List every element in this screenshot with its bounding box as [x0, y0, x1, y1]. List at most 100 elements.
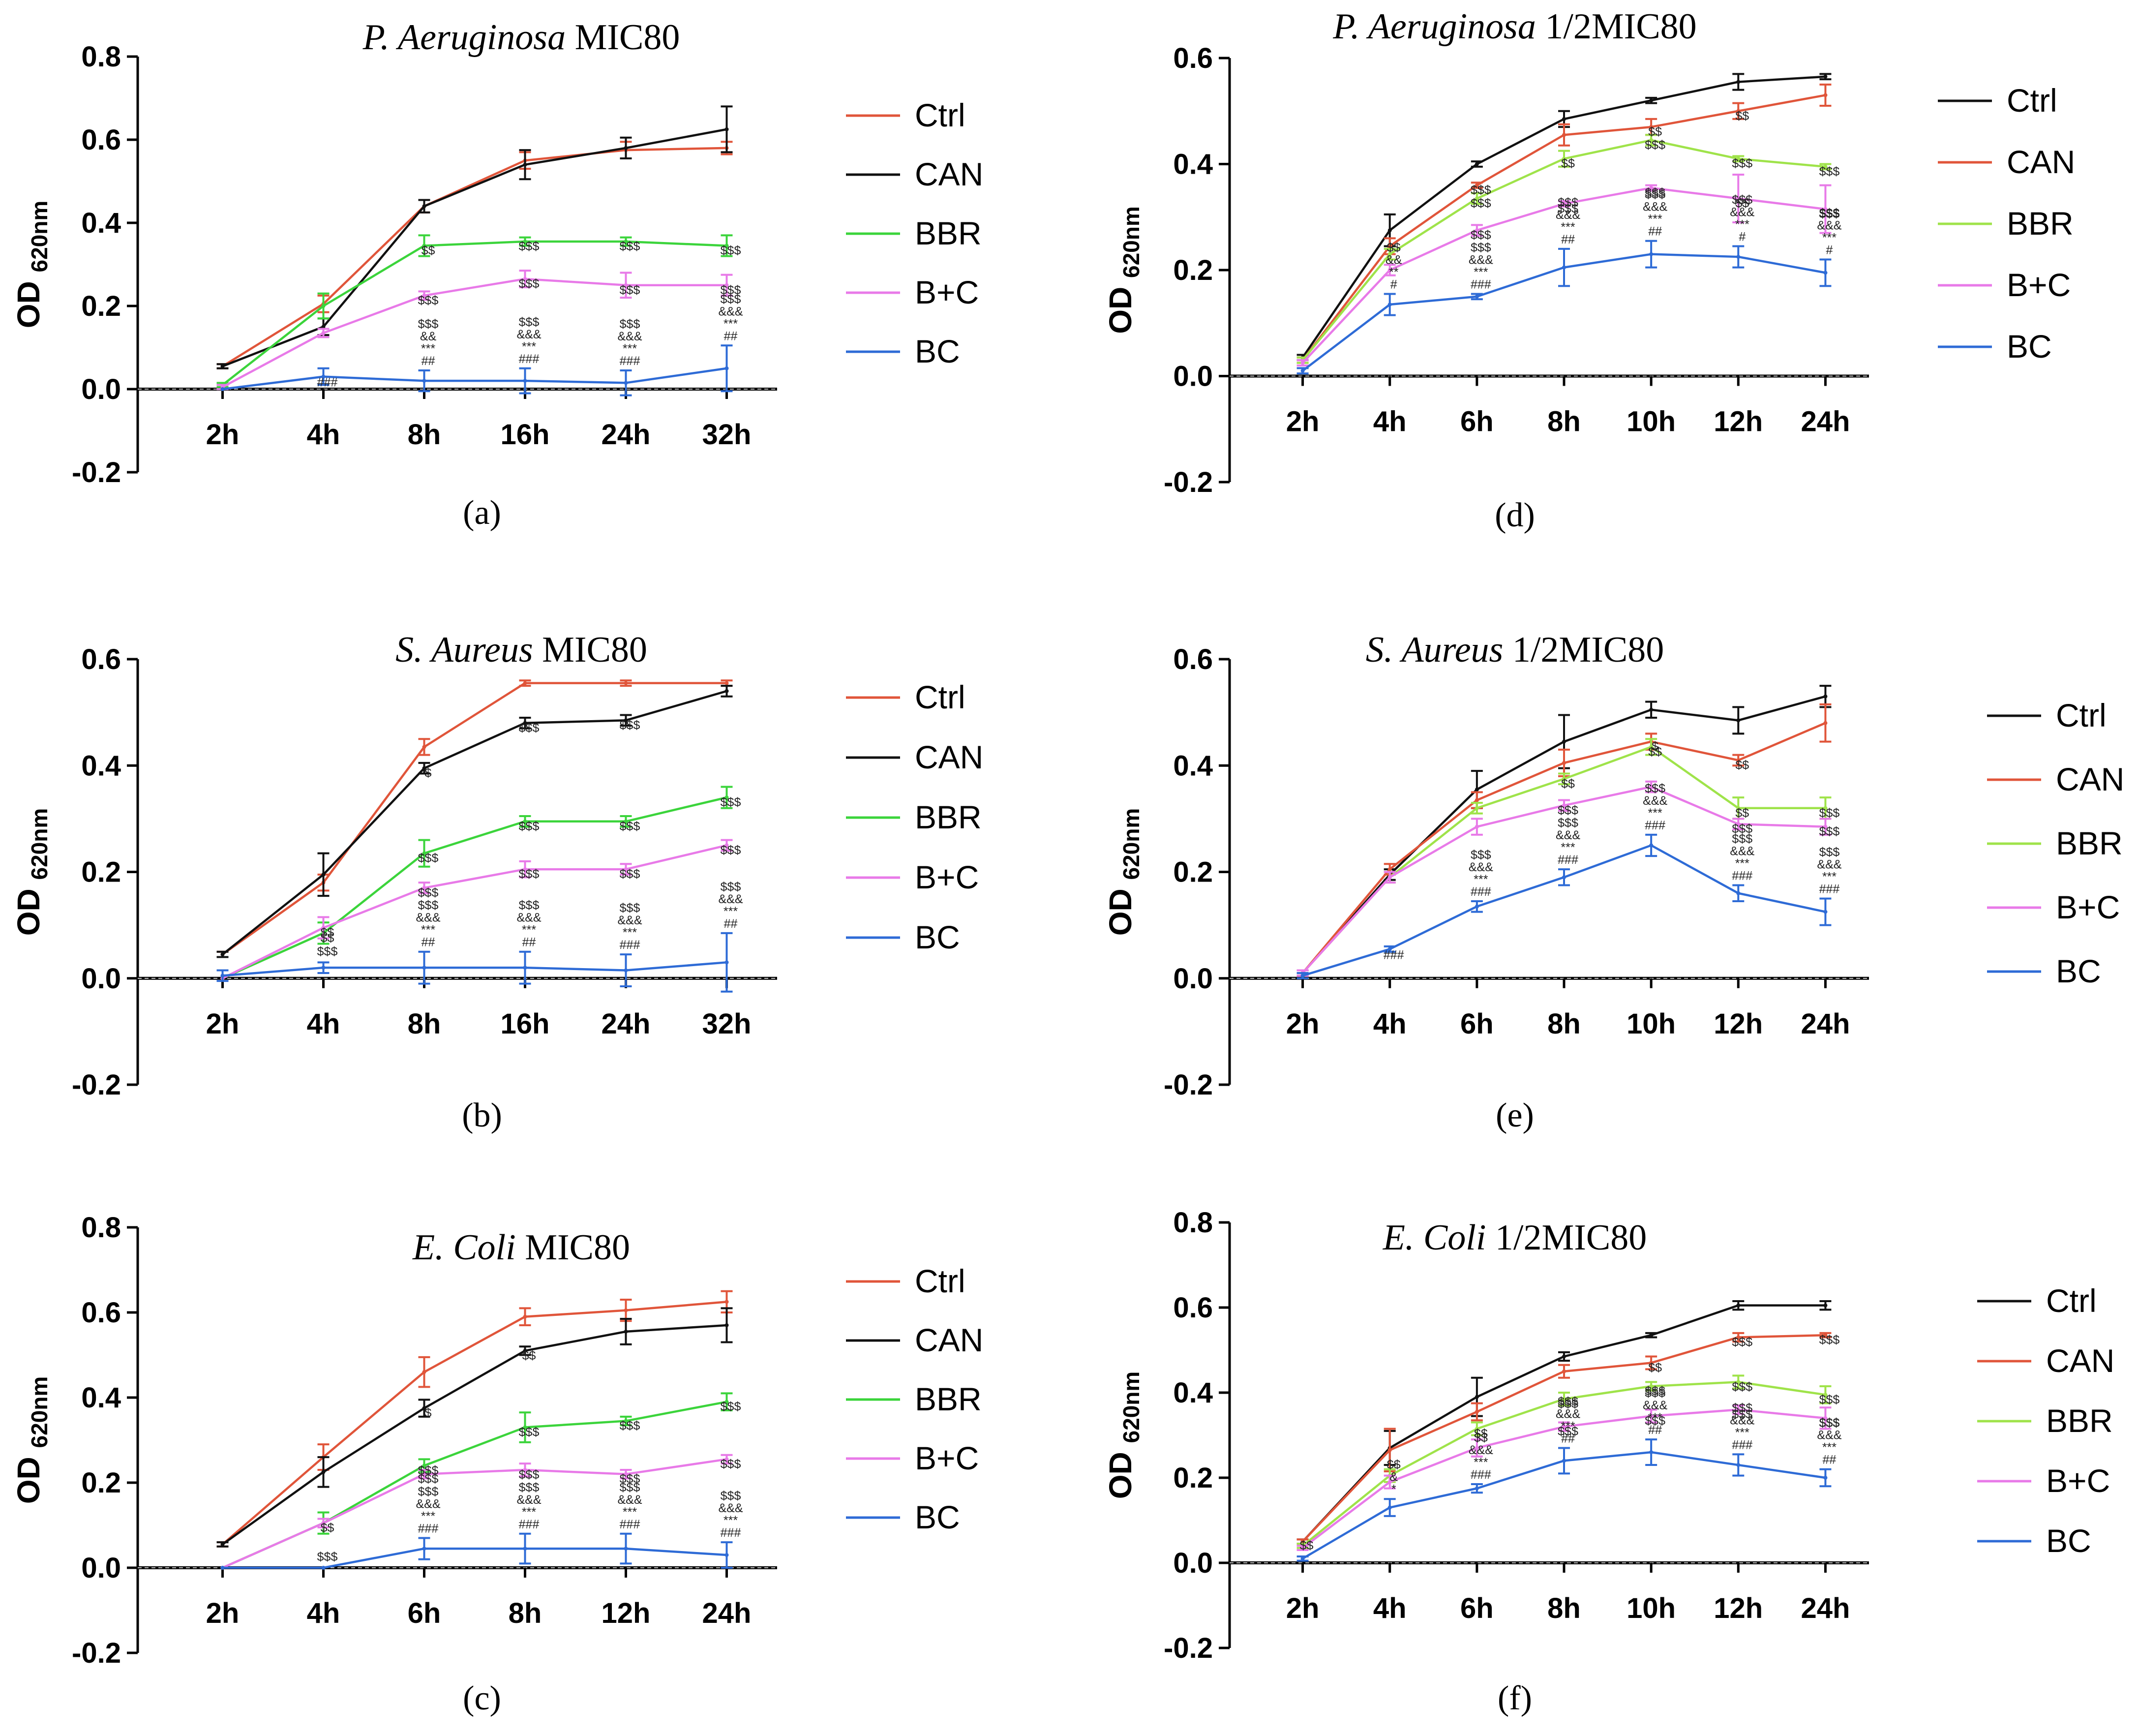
significance-label: $$$ [721, 1457, 741, 1471]
significance-label: && [1386, 253, 1402, 267]
series-BC [220, 1532, 733, 1570]
panel-title-concentration: 1/2MIC80 [1536, 6, 1697, 47]
data-point [523, 966, 527, 970]
series-B+C [216, 270, 733, 390]
series-Ctrl [216, 141, 733, 369]
significance-label: # [1390, 277, 1397, 291]
data-point [1649, 185, 1654, 190]
significance-label: &&& [617, 914, 642, 927]
data-point [1475, 196, 1479, 201]
data-point [1736, 718, 1741, 723]
significance-label: $$ [1735, 197, 1749, 211]
data-point [1387, 244, 1392, 248]
data-point [1649, 1414, 1654, 1418]
data-point [1736, 196, 1741, 201]
x-tick-label: 4h [307, 1008, 340, 1040]
y-tick-label: 0.2 [1173, 1462, 1213, 1494]
y-tick-label: 0.6 [1173, 643, 1213, 675]
y-tick-label: 0.4 [1173, 1377, 1213, 1409]
significance-label: *** [623, 1505, 637, 1519]
significance-label: $$$ [620, 1419, 640, 1433]
significance-label: $$$ [1558, 1425, 1578, 1438]
panel-a: P. Aeruginosa MIC80 0.8 0.6 0.4 0.2 0.0 -0.2 OD… [11, 17, 983, 532]
significance-label: $$ [321, 1521, 334, 1535]
significance-label: $$$ [1819, 825, 1840, 839]
data-point [1387, 228, 1392, 233]
data-point [422, 1463, 426, 1468]
significance-label: $ [425, 1406, 432, 1420]
data-point [624, 1472, 628, 1476]
significance-label: $$$ [1819, 806, 1840, 820]
significance-label: $$$ [1819, 846, 1840, 859]
data-point [1736, 758, 1741, 762]
x-tick-label: 24h [1801, 1008, 1850, 1040]
significance-label: &&& [516, 911, 541, 925]
data-point [1649, 745, 1654, 749]
significance-label: &&& [1469, 1443, 1493, 1457]
significance-label: # [1739, 230, 1746, 244]
x-tick-label: 24h [602, 1008, 651, 1040]
data-point [321, 1521, 326, 1525]
x-tick-label: 24h [602, 419, 651, 451]
y-tick-label: 0.0 [1173, 361, 1213, 393]
x-tick-label: 2h [1286, 406, 1320, 438]
data-point [1387, 1505, 1392, 1510]
legend-label: BBR [2046, 1402, 2113, 1439]
y-axis-label-main: OD [11, 272, 46, 328]
significance-label: ### [1471, 277, 1491, 291]
significance-label: $$$ [721, 1489, 741, 1503]
data-point [1387, 947, 1392, 951]
panel-b: S. Aureus MIC80 0.6 0.4 0.2 0.0 -0.2 OD 620nm 2… [11, 630, 983, 1134]
data-point [1823, 910, 1828, 914]
x-tick-label: 32h [702, 1008, 752, 1040]
significance-label: $$ [1387, 1458, 1401, 1471]
significance-label: $$$ [1732, 1336, 1752, 1349]
y-tick-label: -0.2 [72, 457, 121, 488]
significance-label: ### [1471, 1468, 1491, 1482]
significance-label: $$$ [1732, 157, 1752, 171]
significance-label: *** [1735, 1426, 1749, 1439]
significance-label: &&& [1556, 828, 1580, 842]
significance-label: ### [1471, 885, 1491, 899]
legend-label: BBR [915, 215, 982, 251]
data-point [523, 1468, 527, 1472]
y-tick-label: 0.8 [81, 1212, 121, 1244]
data-point [624, 968, 628, 973]
data-point [1562, 1354, 1566, 1359]
significance-label: ### [519, 352, 540, 366]
data-point [1562, 761, 1566, 765]
significance-label: $$$ [721, 292, 741, 306]
data-point [724, 1400, 729, 1404]
data-point [624, 146, 628, 150]
series-line [222, 796, 727, 979]
x-tick-label: 10h [1627, 406, 1676, 438]
x-tick-label: 6h [1460, 1592, 1494, 1624]
panel-d: P. Aeruginosa 1/2MIC80 0.6 0.4 0.2 0.0 -0.2 OD… [1103, 6, 2075, 534]
y-axis-label-sub: 620nm [1118, 206, 1144, 278]
significance-label: $$$ [620, 283, 640, 297]
series-line [222, 844, 727, 979]
significance-label: $$$ [519, 315, 540, 329]
data-point [220, 952, 225, 957]
y-axis-label-main: OD [1103, 278, 1138, 334]
significance-label: &&& [1643, 200, 1667, 214]
x-tick-label: 4h [1373, 1008, 1407, 1040]
y-tick-label: 0.2 [81, 290, 121, 322]
significance-label: && [420, 330, 437, 343]
significance-label: &&& [1817, 218, 1841, 232]
y-tick-label: 0.6 [1173, 1292, 1213, 1324]
significance-label: $$$ [721, 1400, 741, 1414]
significance-label: $$$ [519, 240, 540, 253]
data-point [523, 867, 527, 872]
significance-label: $$$ [1645, 188, 1665, 202]
y-tick-label: -0.2 [1164, 1069, 1213, 1101]
data-point [1387, 875, 1392, 880]
significance-label: ### [317, 376, 338, 390]
data-point [523, 240, 527, 244]
significance-label: $$$ [1471, 228, 1491, 242]
data-point [724, 244, 729, 248]
data-point [1823, 1416, 1828, 1420]
data-point [724, 795, 729, 800]
data-point [1475, 183, 1479, 187]
y-tick-label: 0.4 [1173, 750, 1213, 782]
